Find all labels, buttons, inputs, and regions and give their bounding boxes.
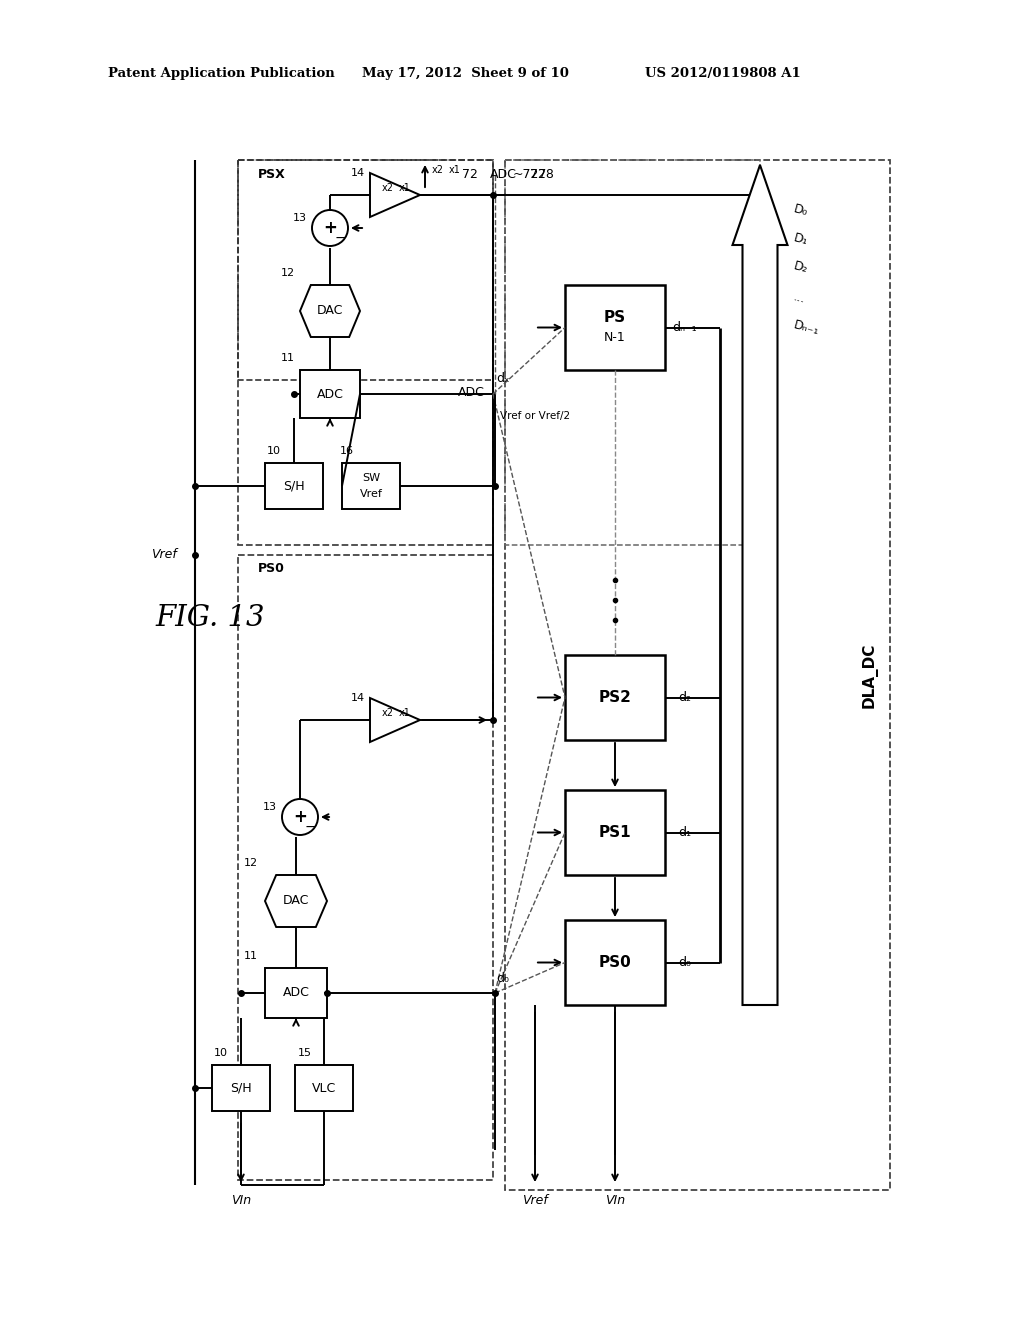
Bar	[505, 160, 760, 545]
Text: 11: 11	[281, 352, 295, 363]
Text: x2: x2	[432, 165, 444, 176]
Text: D₁: D₁	[792, 232, 810, 248]
Text: Dₙ₋₁: Dₙ₋₁	[792, 318, 820, 338]
Text: x1: x1	[450, 165, 461, 176]
Text: PS: PS	[604, 310, 626, 325]
Text: x2: x2	[382, 183, 393, 193]
Text: Vref: Vref	[522, 1193, 548, 1206]
Polygon shape	[732, 165, 787, 1005]
Text: Patent Application Publication: Patent Application Publication	[108, 67, 335, 81]
Text: 13: 13	[263, 803, 278, 812]
Bar	[565, 789, 665, 875]
Text: 12: 12	[281, 268, 295, 279]
Text: 12: 12	[244, 858, 258, 869]
Bar	[295, 1065, 353, 1111]
Text: May 17, 2012  Sheet 9 of 10: May 17, 2012 Sheet 9 of 10	[362, 67, 569, 81]
Text: US 2012/0119808 A1: US 2012/0119808 A1	[645, 67, 801, 81]
Text: x1: x1	[399, 708, 411, 718]
Text: PS0: PS0	[599, 954, 632, 970]
Text: d₁: d₁	[679, 826, 691, 840]
Bar	[238, 160, 493, 545]
Text: 728: 728	[530, 168, 554, 181]
Text: d₀: d₀	[497, 972, 509, 985]
Text: VLC: VLC	[312, 1081, 336, 1094]
Text: −: −	[334, 231, 346, 246]
Bar	[565, 920, 665, 1005]
Polygon shape	[265, 875, 327, 927]
Text: Vref: Vref	[152, 549, 177, 561]
Text: D₂: D₂	[792, 260, 810, 276]
Text: dₙ₋₁: dₙ₋₁	[673, 321, 697, 334]
Text: 14: 14	[351, 693, 366, 704]
Text: ...: ...	[792, 290, 807, 306]
Text: −: −	[304, 820, 315, 834]
Text: DLA_DC: DLA_DC	[862, 643, 878, 708]
Text: 15: 15	[298, 1048, 312, 1059]
Text: PSX: PSX	[258, 168, 286, 181]
Text: N-1: N-1	[604, 331, 626, 345]
Text: d₀: d₀	[679, 956, 691, 969]
Text: DAC: DAC	[283, 895, 309, 908]
Bar	[565, 655, 665, 741]
Text: 10: 10	[214, 1048, 228, 1059]
Text: Vref: Vref	[359, 488, 382, 499]
Bar	[238, 554, 493, 1180]
Text: PS2: PS2	[599, 690, 632, 705]
Text: ~727: ~727	[513, 168, 548, 181]
Text: 10: 10	[267, 446, 281, 455]
Text: ADC: ADC	[490, 168, 517, 181]
Text: 72: 72	[462, 168, 478, 181]
Text: x2: x2	[382, 708, 393, 718]
Text: S/H: S/H	[284, 479, 305, 492]
Text: S/H: S/H	[230, 1081, 252, 1094]
Bar	[265, 463, 323, 510]
Bar	[238, 160, 493, 380]
Polygon shape	[300, 285, 360, 337]
Bar	[265, 968, 327, 1018]
Bar	[565, 285, 665, 370]
Text: D₀: D₀	[792, 202, 809, 218]
Polygon shape	[370, 698, 420, 742]
Text: FIG. 13: FIG. 13	[155, 605, 264, 632]
Text: ADC: ADC	[316, 388, 343, 400]
Text: x1: x1	[399, 183, 411, 193]
Text: ADC: ADC	[458, 385, 485, 399]
Text: VIn: VIn	[231, 1193, 251, 1206]
Bar	[212, 1065, 270, 1111]
Text: DAC: DAC	[316, 305, 343, 318]
Text: dₓ: dₓ	[497, 372, 510, 385]
Text: Vref or Vref/2: Vref or Vref/2	[500, 411, 570, 421]
Text: VIn: VIn	[605, 1193, 625, 1206]
Text: 16: 16	[340, 446, 354, 455]
Text: ADC: ADC	[283, 986, 309, 999]
Text: +: +	[323, 219, 337, 238]
Bar	[342, 463, 400, 510]
Polygon shape	[370, 173, 420, 216]
Text: 13: 13	[293, 213, 307, 223]
Text: PS1: PS1	[599, 825, 632, 840]
Text: 11: 11	[244, 950, 258, 961]
Text: 14: 14	[351, 168, 366, 178]
Text: SW: SW	[361, 473, 380, 483]
Text: PS0: PS0	[258, 562, 285, 576]
Bar	[300, 370, 360, 418]
Bar	[505, 160, 890, 1191]
Text: +: +	[293, 808, 307, 826]
Text: d₂: d₂	[679, 690, 691, 704]
